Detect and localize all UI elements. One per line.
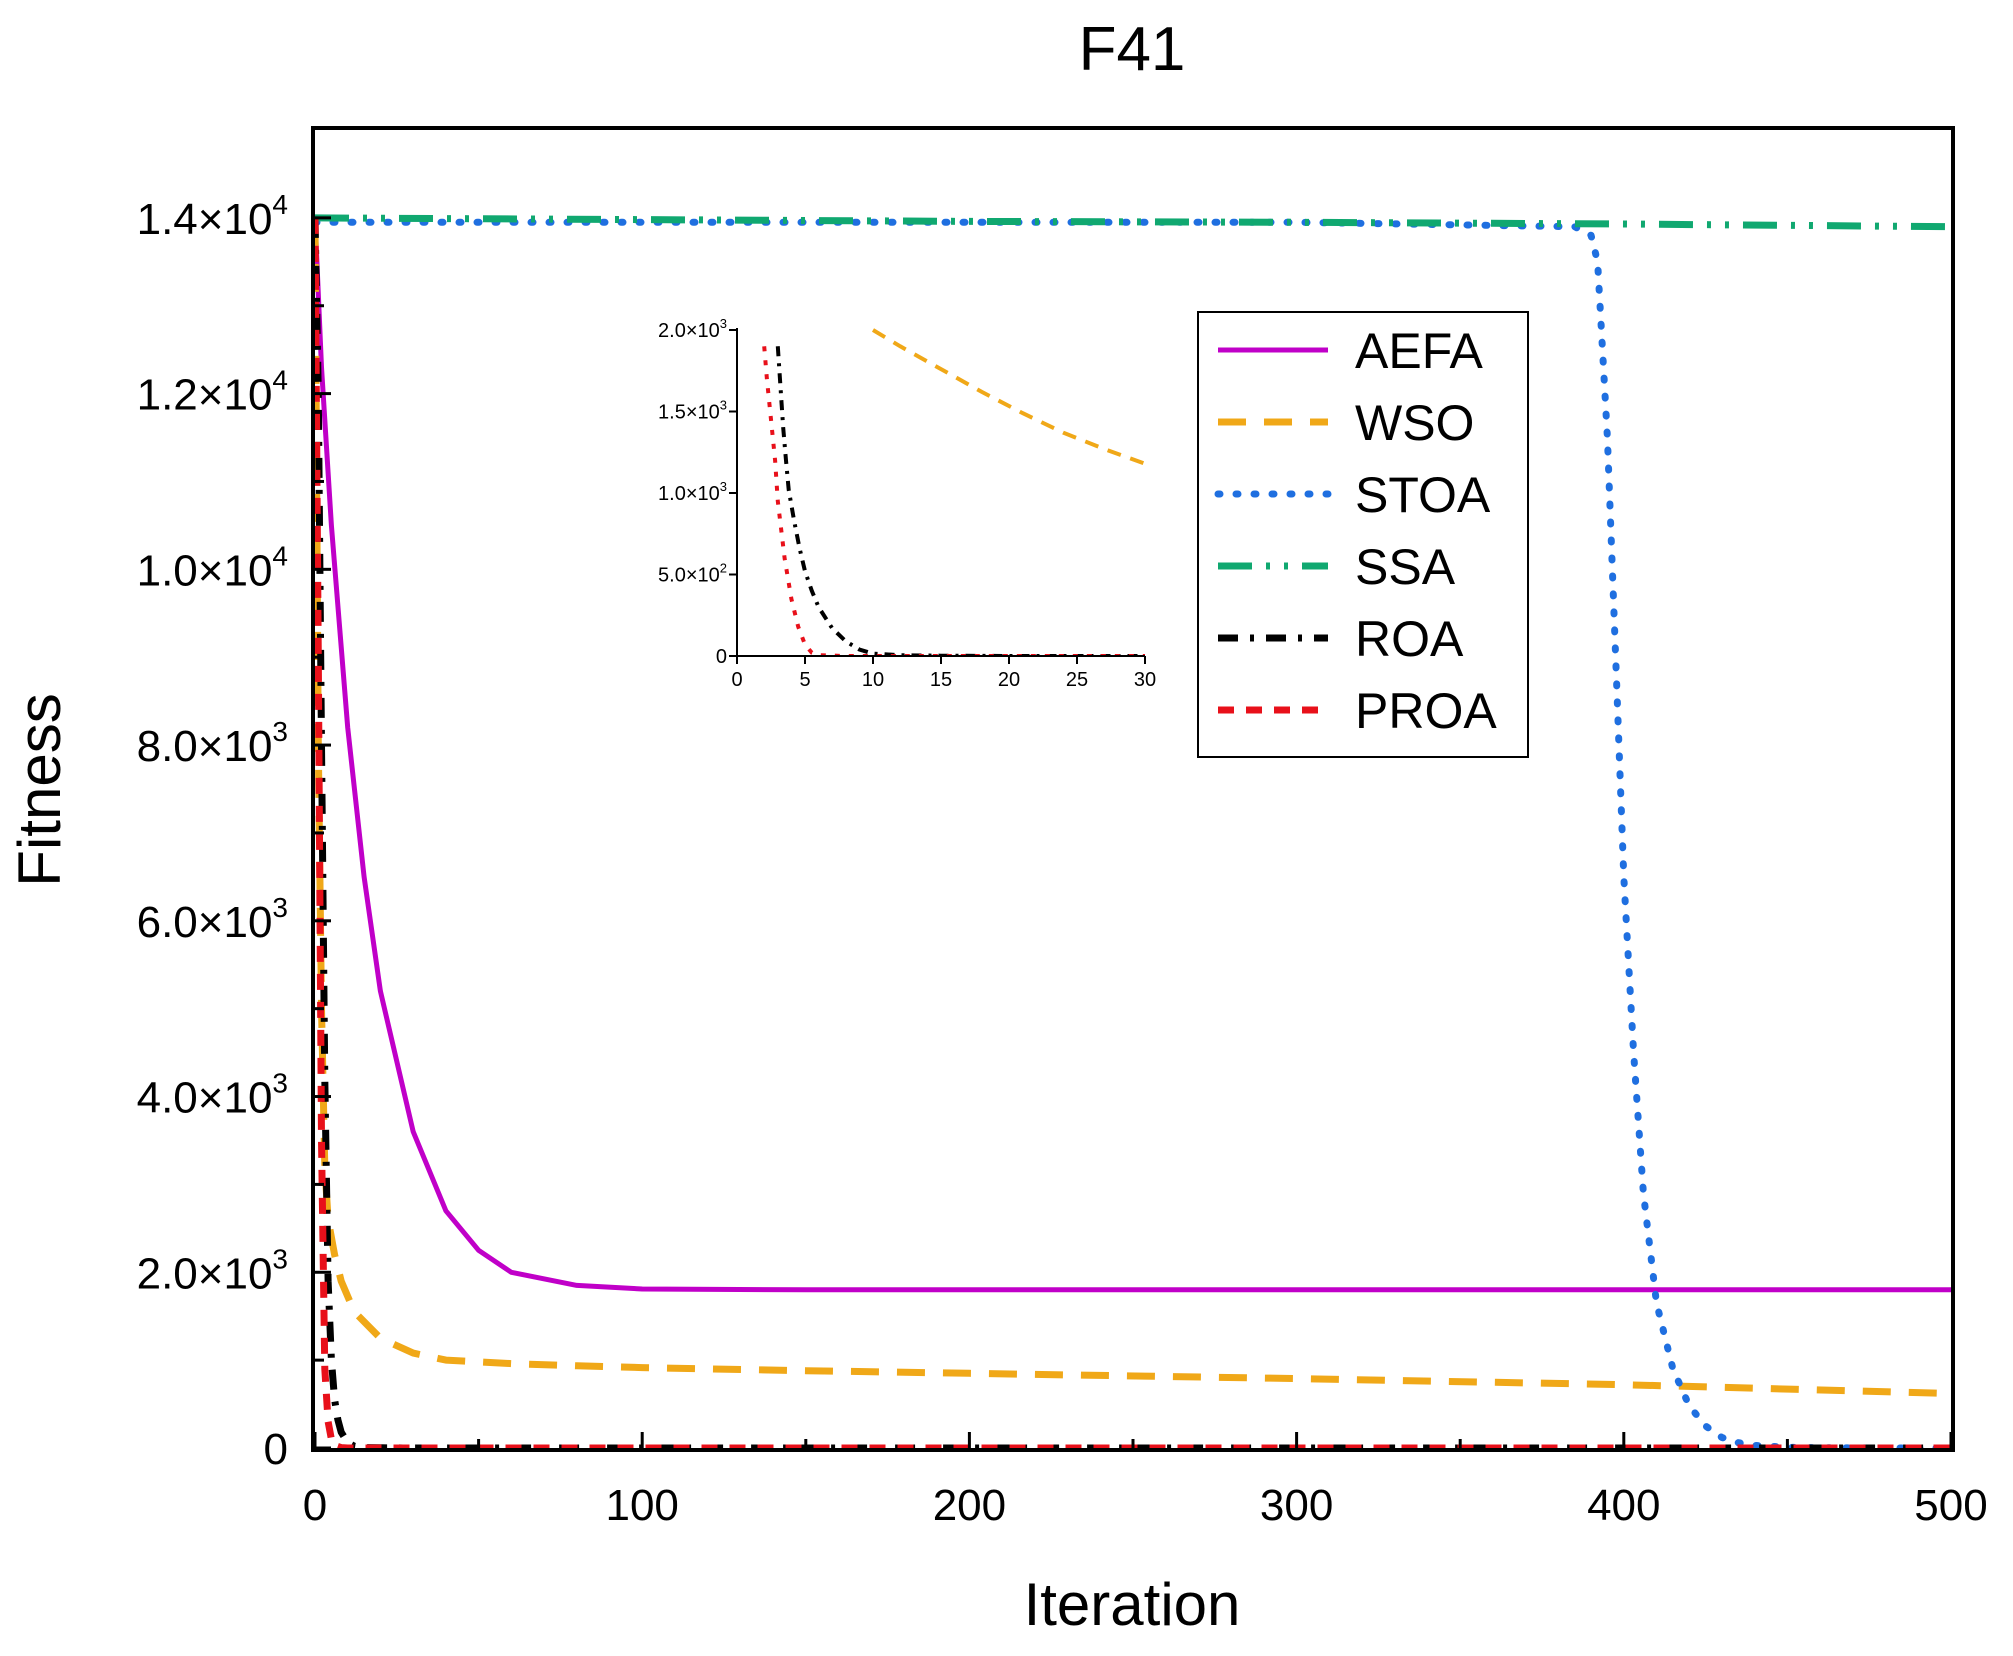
plot-frame [311, 126, 1955, 1452]
legend-label-aefa: AEFA [1355, 323, 1483, 379]
y-tick-label: 8.0×103 [137, 716, 288, 771]
chart-title: F41 [1079, 15, 1186, 84]
legend-label-roa: ROA [1355, 611, 1464, 667]
legend-label-stoa: STOA [1355, 467, 1491, 523]
inset-x-tick-label: 30 [1134, 669, 1156, 691]
inset-x-tick-label: 5 [799, 669, 810, 691]
inset-x-tick-label: 10 [862, 669, 884, 691]
series-line-proa [315, 217, 1951, 1448]
inset-x-tick-label: 25 [1066, 669, 1088, 691]
series-line-aefa [315, 217, 1951, 1293]
inset-plot: 0 5 10 15 20 25 30 0 5.0×102 1.0×103 1.5×103 2.0×10… [658, 316, 1158, 698]
inset-x-tick-label: 20 [998, 669, 1020, 691]
y-tick-label: 1.2×104 [137, 365, 288, 420]
x-tick-label: 0 [303, 1481, 327, 1530]
inset-x-tick-label: 0 [731, 669, 742, 691]
x-tick-label: 100 [605, 1481, 678, 1530]
inset-y-tick-label: 1.0×103 [658, 479, 727, 505]
series-line-wso [315, 217, 1951, 1397]
inset-series-line-wso [871, 328, 1146, 466]
y-tick-label: 1.0×104 [137, 540, 288, 595]
x-axis-label: Iteration [1024, 1571, 1241, 1638]
legend-box [1197, 311, 1529, 758]
inset-y-tick-label: 5.0×102 [658, 561, 727, 587]
inset-y-tick-label: 1.5×103 [658, 398, 727, 424]
legend-label-ssa: SSA [1355, 539, 1456, 595]
x-tick-label: 200 [933, 1481, 1006, 1530]
y-tick-label: 1.4×104 [137, 189, 288, 244]
legend-label-proa: PROA [1355, 683, 1497, 739]
y-tick-label: 0 [264, 1425, 288, 1474]
y-axis-label: Fitness [6, 693, 73, 886]
x-tick-label: 500 [1914, 1481, 1987, 1530]
series-layer [315, 214, 1951, 1448]
series-line-ssa [315, 214, 1951, 231]
y-axis: 0 2.0×103 4.0×103 6.0×103 8.0×103 1.0×104 1.2×… [137, 189, 331, 1474]
x-tick-label: 300 [1260, 1481, 1333, 1530]
legend-label-wso: WSO [1355, 395, 1474, 451]
y-tick-label: 2.0×103 [137, 1243, 288, 1298]
y-tick-label: 4.0×103 [137, 1068, 288, 1123]
inset-y-tick-label: 0 [716, 646, 727, 668]
legend: AEFA WSO STOA SSA ROA PROA [1197, 311, 1529, 758]
x-axis: 0 100 200 300 400 500 [303, 1432, 1988, 1530]
inset-series-line-proa [762, 346, 1145, 656]
inset-background [718, 318, 1158, 698]
x-tick-label: 400 [1587, 1481, 1660, 1530]
y-tick-label: 6.0×103 [137, 892, 288, 947]
inset-y-tick-label: 2.0×103 [658, 316, 727, 342]
inset-x-tick-label: 15 [930, 669, 952, 691]
